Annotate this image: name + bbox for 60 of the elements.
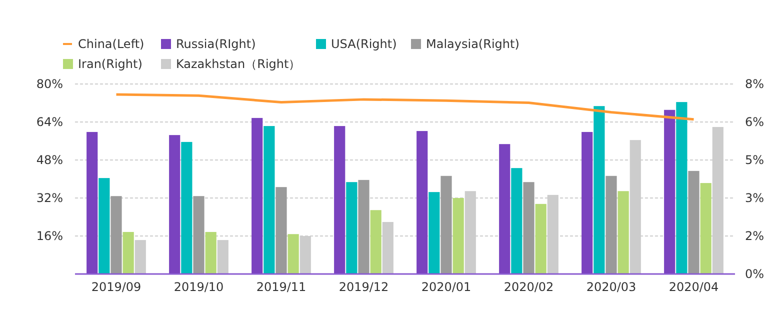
- x-tick-label: 2019/10: [174, 280, 224, 294]
- x-tick-label: 2019/09: [91, 280, 142, 294]
- y-tick-label: 16%: [36, 229, 63, 244]
- y2-tick-label: 5%: [745, 153, 764, 168]
- y2-tick-label: 2%: [745, 229, 764, 244]
- bar: [169, 135, 180, 274]
- bar: [511, 168, 522, 274]
- bar: [276, 187, 287, 274]
- bar: [523, 182, 534, 274]
- bar: [688, 170, 700, 274]
- y2-tick-label: 0%: [745, 267, 764, 282]
- y2-tick-label: 6%: [745, 115, 764, 130]
- legend-label: Russia(RIght): [176, 37, 256, 52]
- bar: [452, 198, 464, 274]
- y2-tick-label: 3%: [745, 191, 764, 206]
- bar: [676, 102, 688, 274]
- y-tick-label: 80%: [36, 77, 63, 92]
- bar: [134, 240, 146, 274]
- line-series: [115, 93, 695, 121]
- bar: [264, 126, 275, 274]
- bar: [110, 196, 122, 274]
- bar: [217, 240, 228, 274]
- bar: [205, 232, 216, 274]
- legend-label: USA(Right): [331, 37, 397, 52]
- x-tick-label: 2020/04: [668, 280, 719, 294]
- y-tick-label: 48%: [36, 153, 63, 168]
- bar: [618, 191, 629, 274]
- x-tick-label: 2020/03: [586, 280, 636, 294]
- bar: [122, 232, 134, 274]
- legend-label: China(Left): [78, 37, 144, 52]
- legend-label: Iran(Right): [78, 57, 142, 72]
- x-tick-label: 2019/11: [256, 280, 306, 294]
- bar: [358, 180, 370, 274]
- y2-tick-label: 8%: [745, 77, 764, 92]
- bar: [440, 176, 452, 274]
- bar: [252, 118, 263, 274]
- bar: [334, 126, 346, 274]
- y-tick-label: 64%: [36, 115, 63, 130]
- x-tick-label: 2020/02: [504, 280, 554, 294]
- bar: [700, 183, 712, 274]
- bar: [416, 131, 428, 274]
- bar: [370, 210, 382, 274]
- bar: [664, 110, 676, 274]
- x-tick-label: 2020/01: [421, 280, 472, 294]
- bar: [499, 144, 510, 274]
- bar: [582, 132, 593, 274]
- bar: [288, 234, 299, 274]
- bar: [193, 196, 204, 274]
- bar: [428, 192, 440, 274]
- legend-label: Kazakhstan（Right）: [176, 57, 301, 72]
- bar: [535, 204, 546, 274]
- bar: [594, 106, 605, 274]
- bar: [86, 132, 98, 274]
- bar: [181, 142, 192, 274]
- legend-label: Malaysia(Right): [426, 37, 520, 52]
- bar: [606, 176, 617, 274]
- bar: [346, 182, 358, 274]
- bar: [98, 178, 110, 274]
- y-tick-label: 32%: [36, 191, 63, 206]
- x-tick-label: 2019/12: [338, 280, 389, 294]
